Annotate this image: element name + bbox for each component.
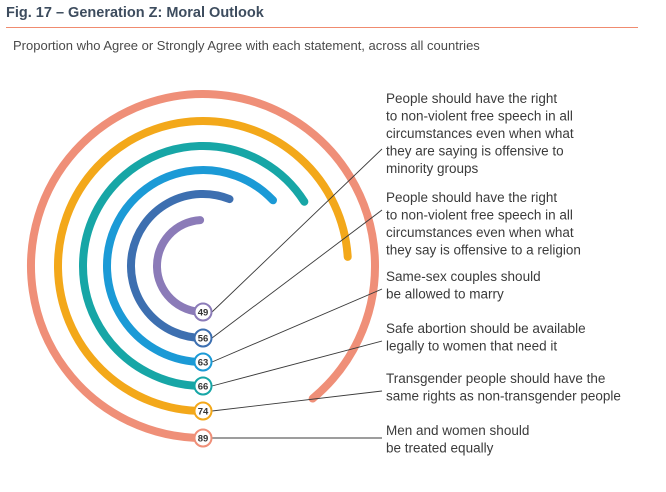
figure-title: Fig. 17 – Generation Z: Moral Outlook (6, 5, 264, 21)
value-label: 74 (198, 406, 209, 417)
leader-lines-layer (211, 148, 383, 439)
leader-line (211, 209, 383, 339)
value-badge: 49 (193, 302, 213, 322)
statement-label: People should have the right to non-viole… (386, 190, 581, 258)
ring-arc (27, 90, 380, 442)
value-label: 56 (198, 333, 209, 344)
value-label: 66 (198, 381, 209, 392)
value-badge: 63 (193, 352, 213, 372)
ring-arc (103, 166, 277, 366)
statement-label: Safe abortion should be available legally… (386, 321, 586, 354)
ring-arc (153, 216, 207, 316)
ring-arc (53, 117, 352, 415)
rings-layer (27, 90, 380, 442)
title-rule (6, 27, 638, 28)
statement-label: People should have the right to non-viole… (386, 91, 574, 176)
value-badge: 74 (193, 401, 213, 421)
statement-label: Men and women should be treated equally (386, 423, 529, 456)
statement-label: Transgender people should have the same r… (386, 371, 621, 404)
statement-label: Same-sex couples should be allowed to mar… (386, 269, 541, 302)
leader-line (211, 340, 383, 387)
value-label: 89 (198, 433, 209, 444)
ring-arc (79, 142, 309, 390)
value-label: 49 (198, 307, 209, 318)
value-badge: 66 (193, 376, 213, 396)
value-label: 63 (198, 357, 209, 368)
leader-line (211, 390, 383, 412)
badges-layer: 49 56 63 66 74 89 (193, 302, 213, 448)
chart-subtitle: Proportion who Agree or Strongly Agree w… (13, 38, 480, 53)
leader-line (211, 148, 383, 313)
statement-labels-layer: People should have the right to non-viole… (386, 91, 621, 456)
leader-line (211, 288, 383, 363)
value-badge: 89 (193, 428, 213, 448)
value-badge: 56 (193, 328, 213, 348)
ring-arc (126, 190, 234, 342)
